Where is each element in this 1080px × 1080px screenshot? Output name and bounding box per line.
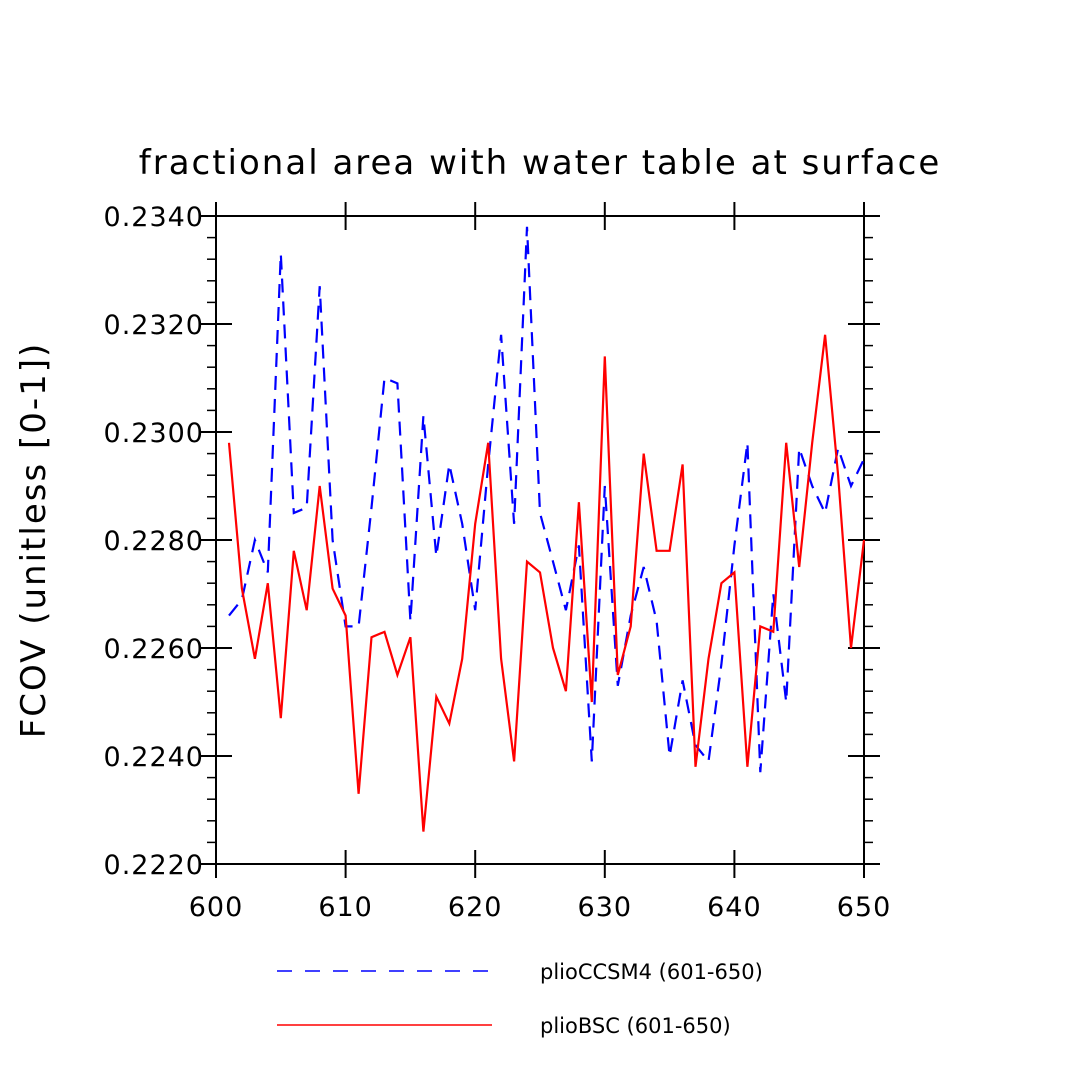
legend-label-1: plioBSC (601-650): [540, 1014, 731, 1038]
y-tick-label: 0.2240: [104, 742, 204, 773]
series-line-0: [228, 226, 865, 773]
y-axis-label: FCOV (unitless [0-1]): [14, 342, 54, 739]
axis-ticks: 600 610 620 630 640 650 0.2220 0.2240 0.2260 0.22…: [104, 202, 892, 923]
x-tick-label: 610: [318, 892, 373, 923]
y-tick-label: 0.2320: [104, 310, 204, 341]
x-tick-label: 650: [837, 892, 892, 923]
y-tick-label: 0.2300: [104, 418, 204, 449]
legend: plioCCSM4 (601-650) plioBSC (601-650): [277, 960, 763, 1038]
series-lines: [227, 226, 866, 832]
y-tick-label: 0.2220: [104, 850, 204, 881]
y-tick-label: 0.2340: [104, 202, 204, 233]
y-tick-label: 0.2260: [104, 634, 204, 665]
x-tick-label: 620: [448, 892, 503, 923]
chart-title: fractional area with water table at surf…: [139, 143, 942, 183]
x-tick-label: 600: [189, 892, 244, 923]
y-tick-label: 0.2280: [104, 526, 204, 557]
legend-label-0: plioCCSM4 (601-650): [540, 960, 763, 984]
series-line-1: [227, 334, 866, 832]
x-tick-label: 630: [578, 892, 633, 923]
x-tick-label: 640: [707, 892, 762, 923]
